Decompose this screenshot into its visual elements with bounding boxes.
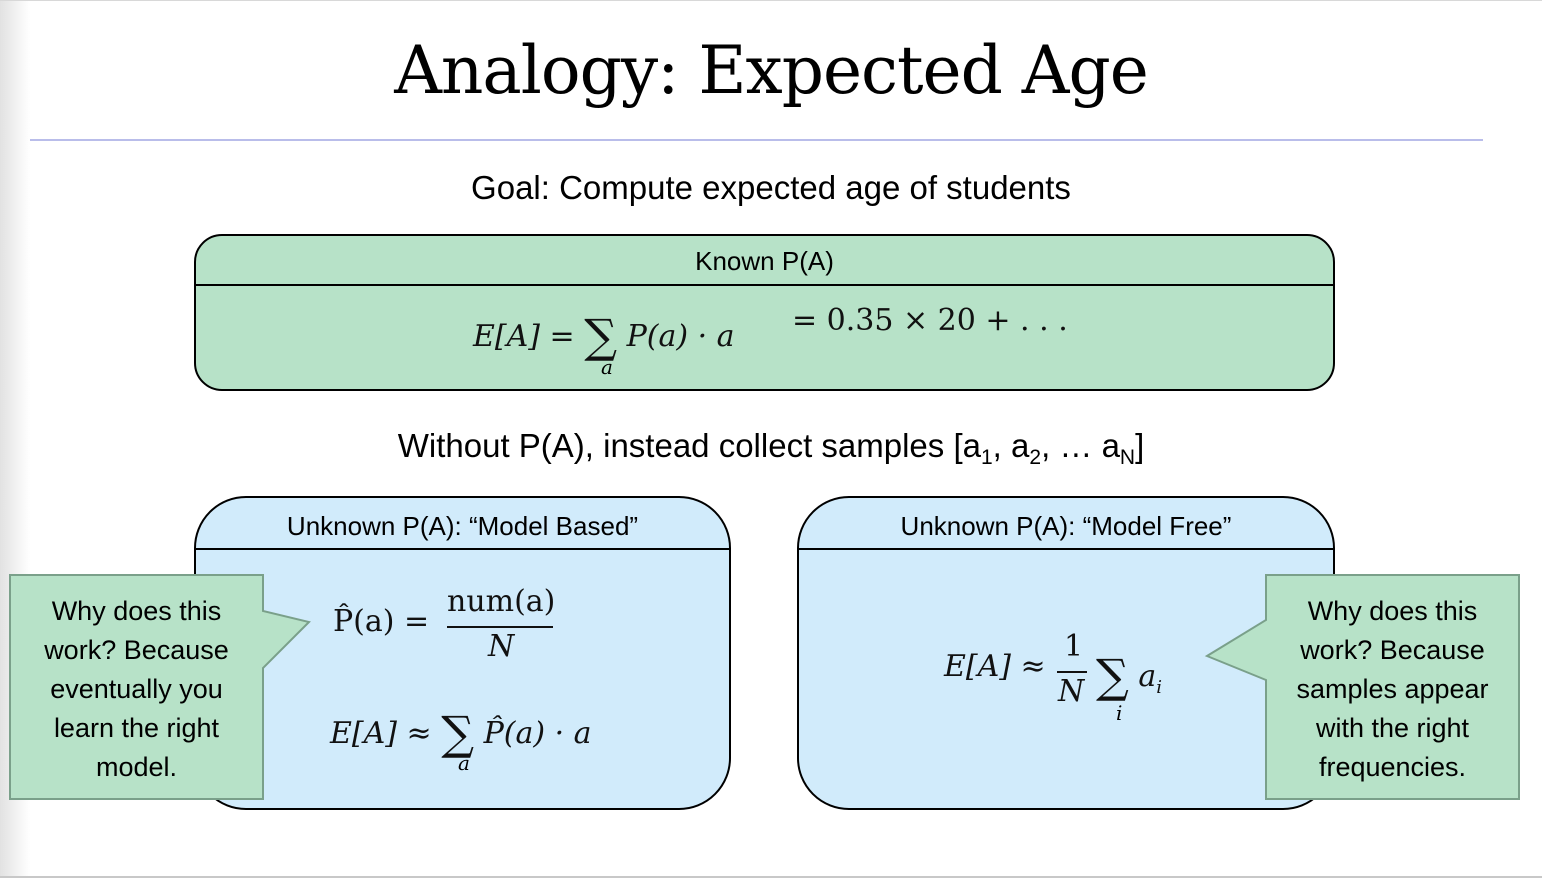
left-callout-line: eventually you	[50, 674, 223, 704]
sum-symbol: ∑	[1096, 649, 1129, 703]
mf-sum-index: i	[1116, 701, 1123, 725]
without-mid-1: , a	[992, 427, 1030, 464]
mf-sum: ∑ ai	[1096, 643, 1163, 703]
right-callout-line: work? Because	[1300, 635, 1485, 665]
mb-sum-index: a	[458, 751, 470, 775]
phat-numerator: num(a)	[447, 584, 556, 619]
sum-symbol: ∑	[584, 309, 618, 363]
slide-title: Analogy: Expected Age	[394, 32, 1149, 109]
phat-denominator: N	[488, 629, 515, 664]
known-sum-index: a	[601, 355, 613, 379]
right-callout-line: with the right	[1315, 713, 1470, 743]
known-formula: E[A] = ∑ P(a) · a	[473, 303, 735, 363]
known-pa-box: Known P(A)	[194, 234, 1335, 391]
model-based-box: Unknown P(A): “Model Based”	[194, 496, 731, 810]
left-callout-line: Why does this	[51, 596, 222, 626]
left-callout-text: Why does this work? Because eventually y…	[12, 592, 261, 787]
right-callout-line: Why does this	[1307, 596, 1478, 626]
mb-ea-body: P̂(a) · a	[483, 716, 592, 751]
right-callout-line: samples appear	[1296, 674, 1489, 704]
mb-ea-lhs: E[A] ≈	[330, 716, 432, 751]
mf-ea-lhs: E[A] ≈	[944, 649, 1046, 684]
right-callout-text: Why does this work? Because samples appe…	[1268, 592, 1517, 787]
model-free-header: Unknown P(A): “Model Free”	[799, 498, 1333, 550]
model-based-header: Unknown P(A): “Model Based”	[196, 498, 729, 550]
without-mid-2: , … a	[1041, 427, 1120, 464]
without-suffix: ]	[1135, 427, 1145, 464]
without-sub-n: N	[1119, 446, 1136, 469]
mf-ea-body-sub: i	[1156, 677, 1163, 698]
mf-fraction-numerator: 1	[1064, 629, 1084, 664]
mf-fraction-denominator: N	[1058, 674, 1085, 709]
without-sub-1: 1	[980, 446, 993, 469]
known-formula-value: = 0.35 × 20 + . . .	[792, 303, 1068, 338]
model-based-expectation: E[A] ≈ ∑ P̂(a) · a	[330, 700, 592, 760]
sum-symbol: ∑	[441, 706, 475, 760]
mf-fraction-bar	[1057, 671, 1087, 673]
bottom-border	[0, 876, 1542, 878]
known-formula-body: P(a) · a	[626, 319, 735, 354]
known-pa-header: Known P(A)	[196, 236, 1333, 286]
title-rule	[30, 139, 1483, 141]
left-callout-line: learn the right	[53, 713, 220, 743]
right-callout-line: frequencies.	[1318, 752, 1467, 782]
mf-ea-body: a	[1138, 659, 1157, 694]
left-callout-line: work? Because	[44, 635, 229, 665]
phat-lhs: P̂(a) =	[333, 604, 430, 639]
without-text: Without P(A), instead collect samples [a…	[0, 426, 1542, 469]
top-border	[0, 0, 1542, 1]
without-sub-2: 2	[1029, 446, 1042, 469]
known-formula-lhs: E[A] =	[473, 319, 575, 354]
phat-fraction-bar	[447, 626, 553, 628]
goal-text: Goal: Compute expected age of students	[471, 169, 1071, 206]
without-prefix: Without P(A), instead collect samples [a	[397, 427, 981, 464]
left-callout-line: model.	[95, 752, 178, 782]
